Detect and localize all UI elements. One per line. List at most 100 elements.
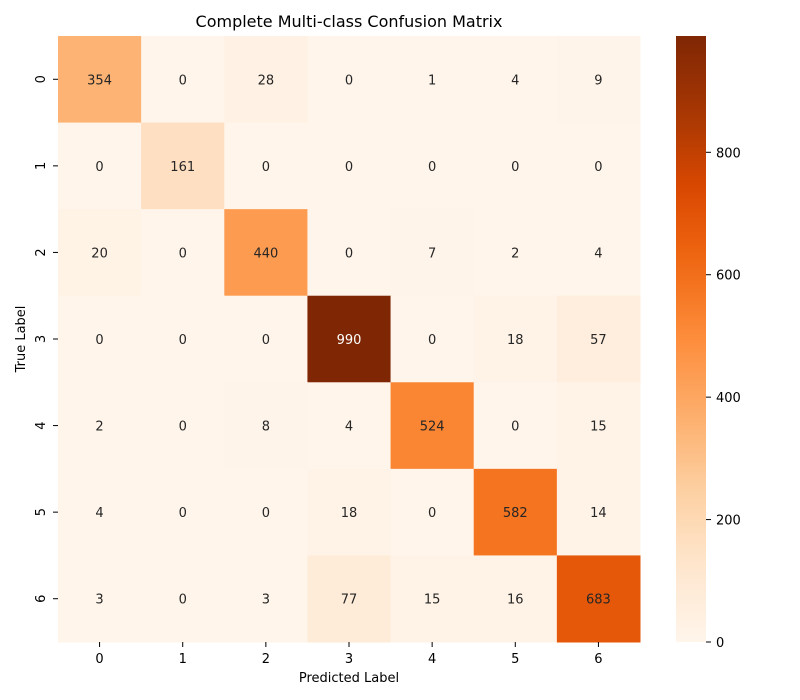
heatmap-cell [224, 555, 308, 643]
cell-value-label: 0 [345, 246, 353, 261]
cell-value-label: 15 [424, 593, 441, 608]
cell-value-label: 0 [179, 73, 187, 88]
colorbar-tick-label: 200 [716, 514, 741, 529]
cell-value-label: 0 [179, 593, 187, 608]
y-axis-ticks: 0 1 2 3 4 5 6 [34, 75, 58, 603]
heatmap-cell [224, 122, 308, 210]
colorbar [676, 36, 706, 642]
heatmap-cell [58, 468, 142, 556]
cell-value-label: 0 [511, 420, 519, 435]
y-tick-label: 5 [34, 508, 49, 516]
cell-value-label: 28 [258, 73, 275, 88]
cell-value-label: 18 [507, 333, 524, 348]
cell-value-label: 0 [428, 506, 436, 521]
cell-value-label: 354 [87, 73, 112, 88]
cell-value-label: 77 [341, 593, 358, 608]
cell-value-label: 0 [428, 333, 436, 348]
x-axis-label: Predicted Label [299, 671, 399, 686]
heatmap-cell [473, 122, 558, 210]
heatmap-cell [141, 209, 225, 297]
cell-value-label: 8 [262, 420, 270, 435]
x-tick-label: 5 [511, 652, 519, 667]
cell-value-label: 4 [594, 246, 602, 261]
cell-value-label: 16 [507, 593, 524, 608]
heatmap-cell [390, 209, 475, 297]
heatmap-cell [307, 382, 392, 470]
heatmap-cell [141, 382, 225, 470]
heatmap-cell [556, 122, 641, 210]
heatmap-cell [473, 295, 558, 383]
heatmap-cell [58, 295, 142, 383]
cell-value-label: 0 [345, 160, 353, 175]
heatmap-cell [390, 36, 475, 124]
y-tick-label: 4 [34, 421, 49, 429]
x-tick-label: 4 [428, 652, 436, 667]
cell-value-label: 9 [594, 73, 602, 88]
heatmap-cell [473, 382, 558, 470]
cell-value-label: 582 [503, 506, 528, 521]
heatmap-cell [390, 295, 475, 383]
cell-value-label: 0 [428, 160, 436, 175]
cell-value-label: 0 [345, 73, 353, 88]
heatmap-cell [58, 209, 142, 297]
heatmap-cell [141, 295, 225, 383]
heatmap-cell [473, 209, 558, 297]
cell-value-label: 3 [95, 593, 103, 608]
heatmap-cell [224, 209, 308, 297]
cell-value-label: 4 [511, 73, 519, 88]
y-tick-label: 6 [34, 595, 49, 603]
cell-value-label: 2 [511, 246, 519, 261]
heatmap-cell [473, 468, 558, 556]
cell-value-label: 0 [179, 333, 187, 348]
cell-value-label: 0 [95, 333, 103, 348]
heatmap-cell [58, 36, 142, 124]
x-axis-ticks: 0 1 2 3 4 5 6 [95, 642, 603, 667]
cell-value-label: 0 [262, 333, 270, 348]
heatmap-cell [307, 36, 392, 124]
heatmap-cell [307, 209, 392, 297]
y-tick-label: 0 [34, 75, 49, 83]
cell-value-label: 0 [262, 506, 270, 521]
heatmap-cell [224, 36, 308, 124]
cell-value-label: 440 [253, 246, 278, 261]
cell-value-label: 0 [262, 160, 270, 175]
colorbar-tick-label: 800 [716, 146, 741, 161]
cell-value-label: 14 [590, 506, 607, 521]
heatmap-cell [224, 295, 308, 383]
colorbar-ticks: 0 200 400 600 800 [706, 146, 741, 651]
cell-value-label: 524 [420, 420, 445, 435]
heatmap-cells: 354 0 28 0 1 4 90 161 0 0 0 0 020 0 440 0 7 2 40 0 0 990 0 18 57… [58, 36, 641, 643]
heatmap-cell [141, 468, 225, 556]
cell-value-label: 0 [179, 506, 187, 521]
heatmap-cell [307, 468, 392, 556]
cell-value-label: 0 [511, 160, 519, 175]
x-tick-label: 2 [262, 652, 270, 667]
cell-value-label: 3 [262, 593, 270, 608]
cell-value-label: 2 [95, 420, 103, 435]
heatmap-cell [390, 122, 475, 210]
heatmap-cell [556, 209, 641, 297]
x-tick-label: 1 [179, 652, 187, 667]
heatmap-cell [556, 555, 641, 643]
y-tick-label: 3 [34, 335, 49, 343]
y-axis-label: True Label [14, 306, 29, 374]
heatmap-cell [224, 382, 308, 470]
heatmap-cell [58, 555, 142, 643]
colorbar-tick-label: 400 [716, 391, 741, 406]
x-tick-label: 3 [345, 652, 353, 667]
colorbar-tick-label: 600 [716, 269, 741, 284]
heatmap-cell [307, 122, 392, 210]
heatmap-cell [473, 555, 558, 643]
cell-value-label: 15 [590, 420, 607, 435]
x-tick-label: 6 [594, 652, 602, 667]
heatmap-cell [141, 36, 225, 124]
heatmap-cell [58, 382, 142, 470]
cell-value-label: 990 [337, 333, 362, 348]
heatmap-cell [390, 555, 475, 643]
cell-value-label: 4 [95, 506, 103, 521]
cell-value-label: 20 [91, 246, 108, 261]
cell-value-label: 0 [179, 420, 187, 435]
cell-value-label: 0 [594, 160, 602, 175]
heatmap-cell [556, 382, 641, 470]
